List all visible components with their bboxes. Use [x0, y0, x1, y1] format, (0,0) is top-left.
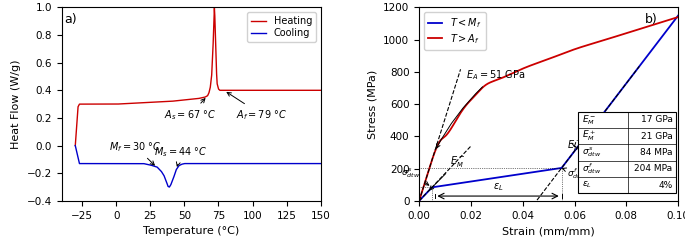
- Text: $\sigma^f_{dtw}$: $\sigma^f_{dtw}$: [562, 166, 586, 181]
- Text: $E_A = 51$ GPa: $E_A = 51$ GPa: [436, 68, 525, 148]
- Text: $E_M^+$: $E_M^+$: [582, 129, 596, 143]
- Text: $\varepsilon_L$: $\varepsilon_L$: [582, 180, 592, 190]
- Bar: [578, 112, 675, 193]
- Legend: $T < M_f$, $T > A_f$: $T < M_f$, $T > A_f$: [424, 12, 486, 49]
- Text: a): a): [64, 13, 77, 26]
- Text: $A_s = 67\ °C$: $A_s = 67\ °C$: [164, 99, 216, 122]
- Cooling: [71, 144, 79, 147]
- Text: $\sigma^f_{dtw}$: $\sigma^f_{dtw}$: [582, 161, 601, 176]
- Cooling: [176, 164, 184, 167]
- Text: $\varepsilon_L$: $\varepsilon_L$: [493, 181, 503, 193]
- Text: 21 GPa: 21 GPa: [640, 132, 673, 141]
- Heating: [316, 89, 325, 92]
- Y-axis label: Heat Flow (W/g): Heat Flow (W/g): [11, 59, 21, 149]
- Text: $E_M^-$: $E_M^-$: [582, 113, 596, 127]
- Heating: [312, 89, 320, 92]
- Text: $E_M^-$: $E_M^-$: [429, 154, 465, 190]
- Legend: Heating, Cooling: Heating, Cooling: [247, 12, 316, 42]
- Text: 84 MPa: 84 MPa: [640, 148, 673, 157]
- Cooling: [99, 162, 108, 165]
- Y-axis label: Stress (MPa): Stress (MPa): [368, 70, 377, 139]
- X-axis label: Strain (mm/mm): Strain (mm/mm): [502, 226, 595, 236]
- Cooling: [286, 162, 294, 165]
- Heating: [71, 144, 79, 147]
- Line: Heating: Heating: [75, 8, 321, 146]
- Text: $\sigma^s_{dtw}$: $\sigma^s_{dtw}$: [582, 146, 601, 159]
- Text: $E_M^+$: $E_M^+$: [566, 138, 582, 154]
- Cooling: [312, 162, 320, 165]
- Heating: [165, 100, 173, 103]
- Text: $\sigma^s_{dtw}$: $\sigma^s_{dtw}$: [401, 166, 429, 185]
- Heating: [114, 103, 122, 106]
- Heating: [99, 103, 108, 106]
- Cooling: [114, 162, 122, 165]
- Heating: [286, 89, 294, 92]
- Cooling: [165, 185, 173, 188]
- Heating: [176, 99, 184, 102]
- Text: 17 GPa: 17 GPa: [640, 115, 673, 124]
- Cooling: [316, 162, 325, 165]
- X-axis label: Temperature (°C): Temperature (°C): [143, 226, 239, 236]
- Text: 4%: 4%: [658, 181, 673, 190]
- Text: b): b): [645, 13, 657, 26]
- Cooling: [165, 185, 173, 188]
- Text: 204 MPa: 204 MPa: [634, 164, 673, 173]
- Text: $M_f = 30\ °C$: $M_f = 30\ °C$: [110, 140, 162, 165]
- Heating: [210, 7, 219, 10]
- Text: $A_f = 79\ °C$: $A_f = 79\ °C$: [227, 92, 287, 122]
- Text: $M_s = 44\ °C$: $M_s = 44\ °C$: [154, 145, 208, 166]
- Line: Cooling: Cooling: [75, 146, 321, 187]
